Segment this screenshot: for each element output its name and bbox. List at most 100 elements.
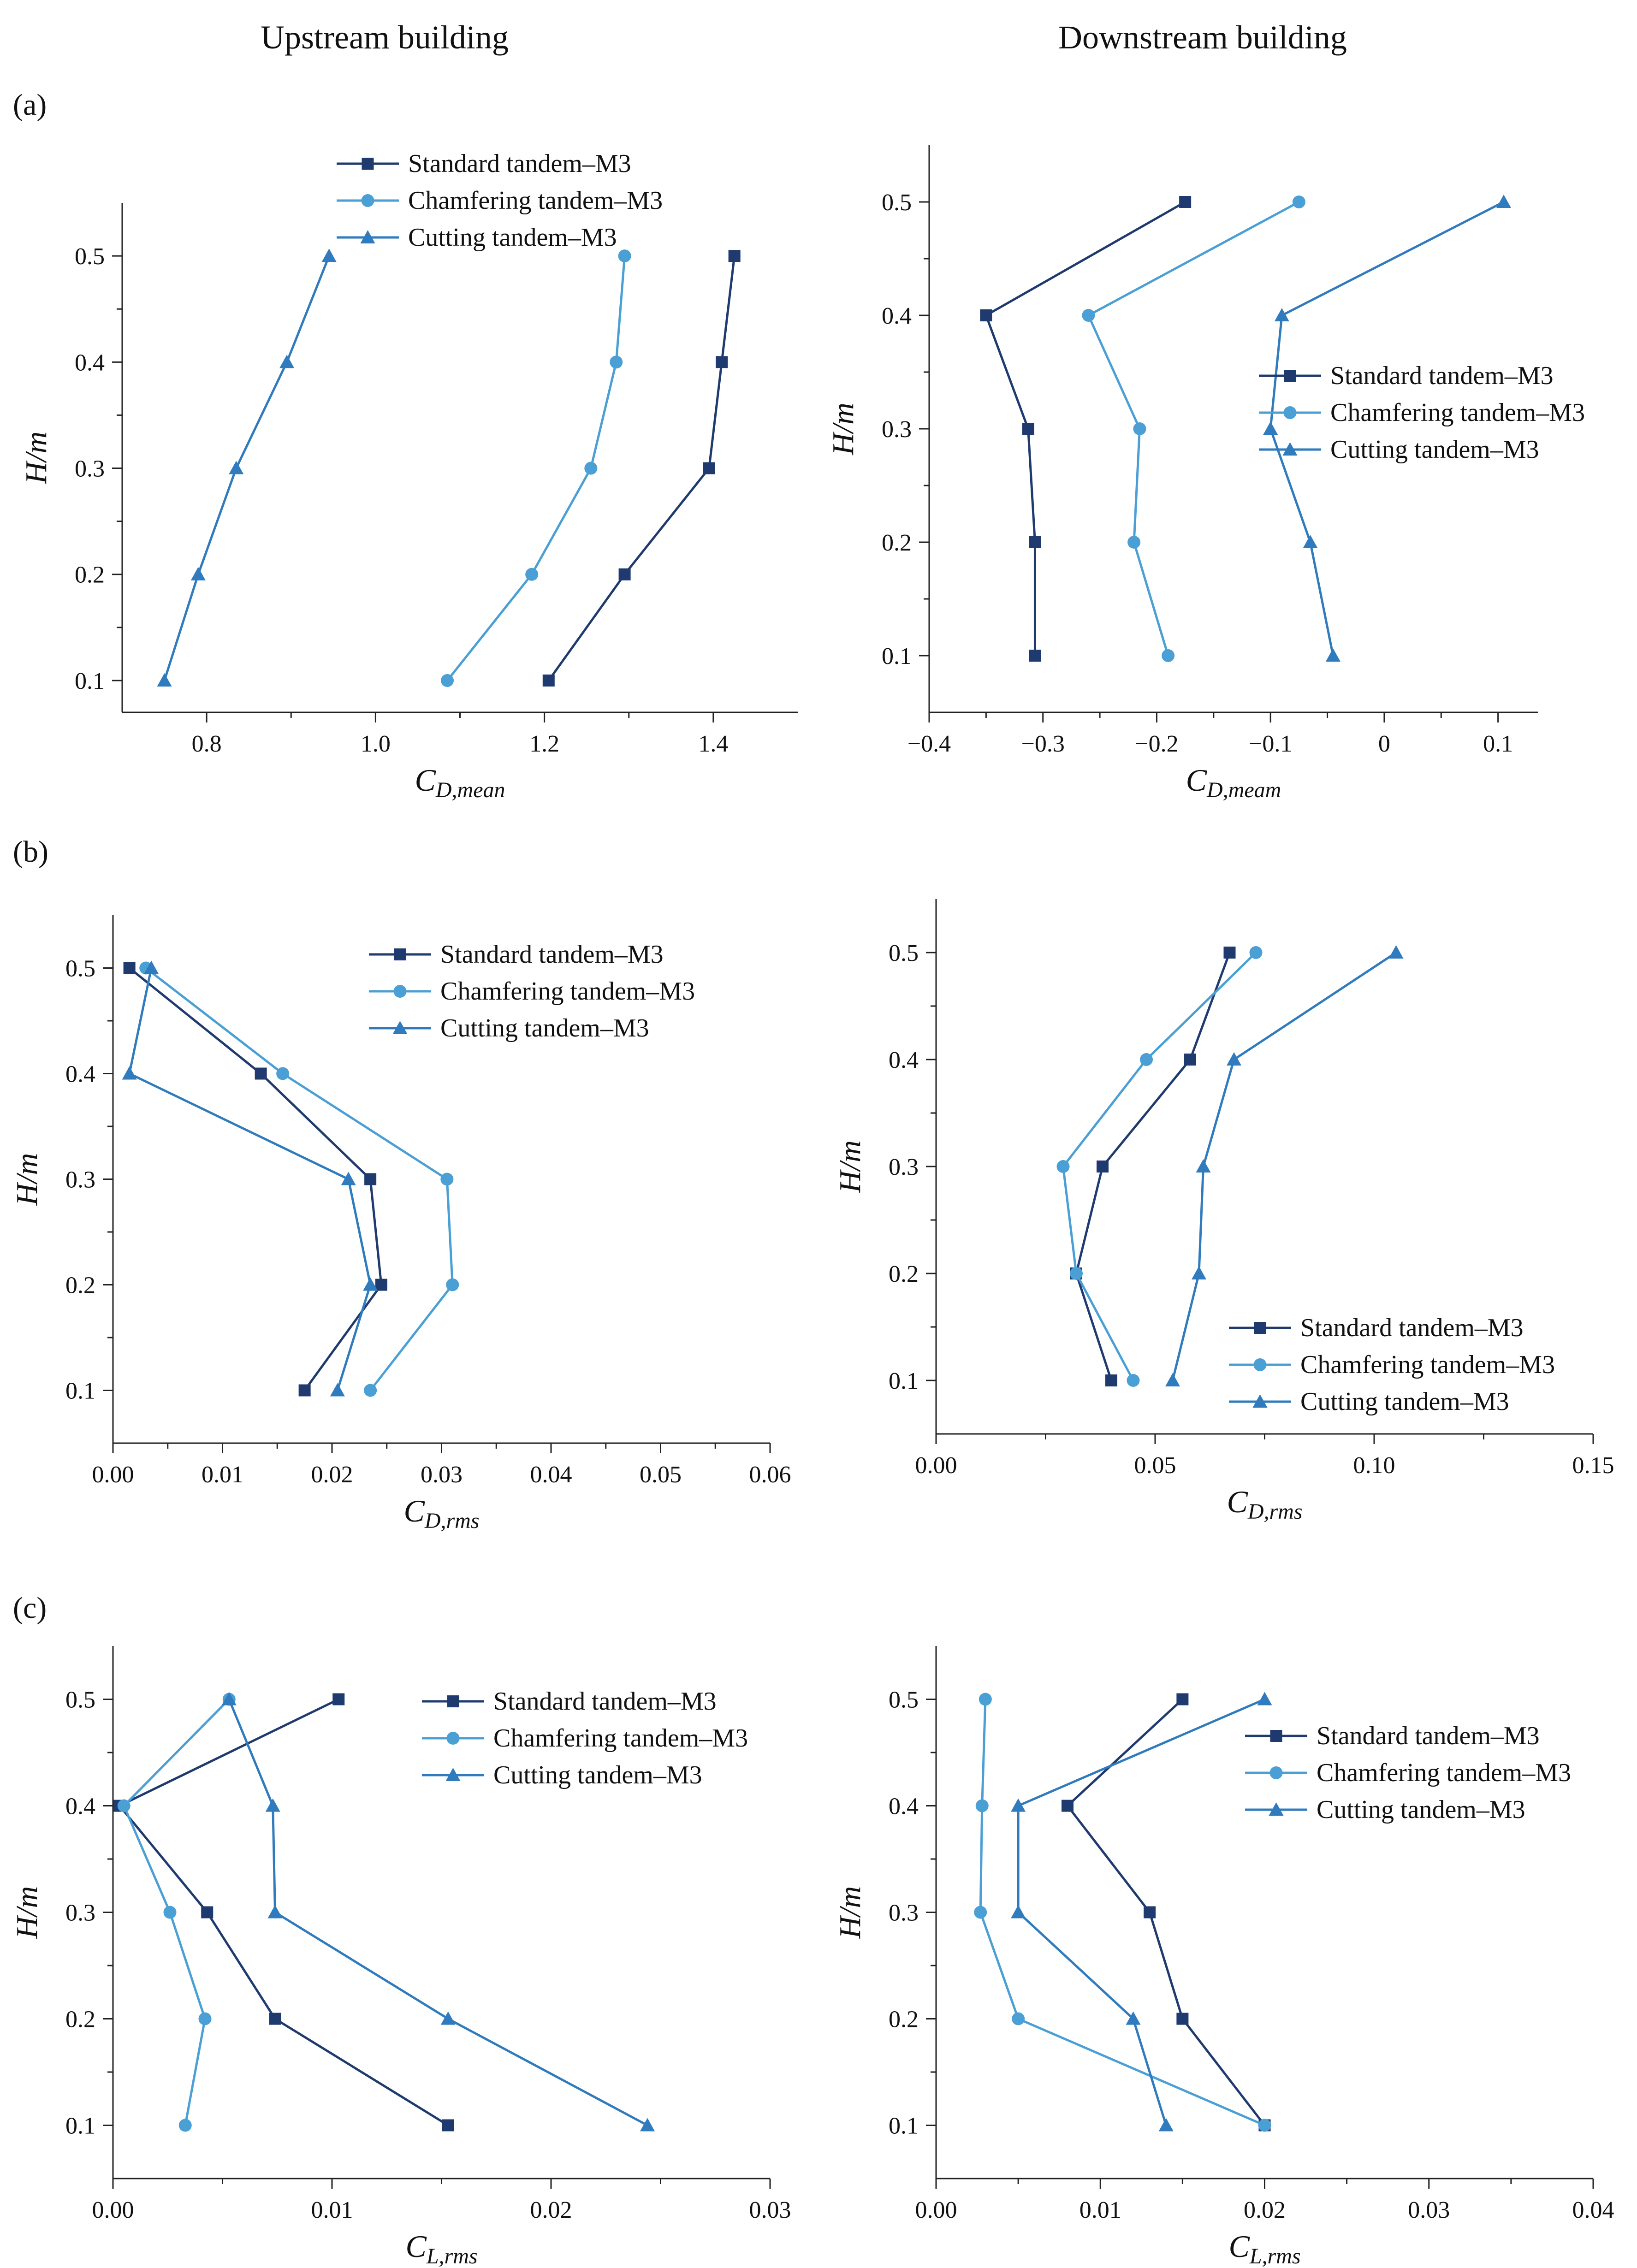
legend: Standard tandem–M3 Chamfering tandem–M3 Cu… [422, 1687, 748, 1789]
x-axis-label: CD,meam [1186, 763, 1281, 802]
data-point-cutting [279, 355, 295, 368]
y-tick-label: 0.5 [65, 956, 95, 982]
data-point-standard [980, 309, 992, 321]
data-point-standard [1105, 1374, 1117, 1386]
data-point-cutting [1011, 1798, 1026, 1812]
y-tick-label: 0.3 [65, 1167, 95, 1193]
legend-marker-chamfering [446, 1732, 460, 1745]
data-point-cutting [341, 1172, 356, 1185]
x-tick-label: 1.0 [361, 731, 391, 757]
data-point-cutting [265, 1798, 280, 1812]
x-tick-label: 0.00 [915, 1452, 957, 1479]
y-tick-label: 0.5 [882, 189, 912, 216]
x-tick-label: 0.00 [92, 2197, 134, 2223]
data-point-chamfering [441, 674, 454, 687]
y-tick-label: 0.1 [65, 1378, 95, 1404]
legend-label: Chamfering tandem–M3 [1317, 1759, 1571, 1787]
series-line-chamfering [145, 967, 454, 1392]
data-point-cutting [1325, 648, 1340, 662]
x-tick-label: −0.1 [1249, 731, 1292, 757]
series-line-chamfering [979, 1699, 1265, 2126]
series-line-chamfering [1062, 952, 1257, 1381]
x-tick-label: 0.00 [915, 2197, 957, 2223]
data-point-chamfering [584, 462, 598, 475]
x-tick-label: 0.03 [421, 1462, 463, 1488]
legend-label: Chamfering tandem–M3 [1330, 398, 1585, 427]
data-point-standard [1176, 1693, 1189, 1705]
y-tick-label: 0.5 [889, 940, 919, 966]
y-axis-label: H/m [833, 1140, 867, 1193]
data-point-chamfering [1162, 649, 1175, 662]
data-point-cutting [157, 673, 172, 687]
data-point-cutting [1496, 195, 1511, 208]
x-axis-label: CL,rms [1228, 2229, 1300, 2268]
data-point-chamfering [525, 568, 539, 581]
data-point-standard [332, 1693, 345, 1705]
legend-label: Chamfering tandem–M3 [493, 1724, 748, 1753]
y-tick-label: 0.1 [889, 2113, 919, 2139]
legend: Standard tandem–M3 Chamfering tandem–M3 Cu… [369, 940, 695, 1042]
data-point-chamfering [198, 2012, 212, 2025]
data-point-chamfering [117, 1799, 130, 1812]
y-tick-label: 0.4 [75, 349, 105, 376]
x-tick-label: 0.00 [92, 1462, 134, 1488]
y-tick-label: 0.1 [889, 1368, 919, 1394]
data-point-chamfering [979, 1693, 992, 1706]
column-title-downstream: Downstream building [1058, 19, 1347, 56]
chart-c-downstream: 0.00 0.01 0.02 0.03 0.04 0.1 0.2 0.3 0.4 0.5 CL,rm… [833, 1646, 1614, 2268]
data-point-standard [298, 1384, 311, 1397]
y-tick-label: 0.2 [75, 562, 105, 588]
legend-label: Standard tandem–M3 [1330, 361, 1554, 390]
x-tick-label: 0.05 [640, 1462, 682, 1488]
x-tick-label: 0.04 [530, 1462, 572, 1488]
data-point-standard [1029, 650, 1041, 662]
data-point-chamfering [1249, 946, 1263, 959]
data-point-standard [1144, 1906, 1156, 1919]
legend-marker-standard [1270, 1730, 1282, 1742]
x-tick-label: 0.02 [1244, 2197, 1286, 2223]
data-point-chamfering [1070, 1267, 1083, 1280]
legend-label: Standard tandem–M3 [408, 149, 631, 178]
data-point-cutting [1011, 1905, 1026, 1919]
data-point-cutting [440, 2011, 456, 2025]
y-tick-label: 0.1 [65, 2113, 95, 2139]
x-axis-label: CD,mean [415, 763, 505, 802]
legend-marker-chamfering [1283, 406, 1297, 419]
data-point-standard [201, 1906, 214, 1919]
series-line-cutting [128, 967, 372, 1391]
legend-marker-cutting [392, 1021, 408, 1034]
y-tick-label: 0.1 [75, 668, 105, 694]
data-point-chamfering [1133, 422, 1146, 435]
y-tick-label: 0.2 [889, 1261, 919, 1287]
data-point-standard [728, 250, 741, 262]
data-point-standard [618, 568, 631, 580]
data-point-standard [269, 2013, 281, 2025]
chart-a-upstream: 0.8 1.0 1.2 1.4 0.1 0.2 0.3 0.4 0.5 CD,mean H/m Sta… [19, 149, 798, 802]
data-point-cutting [640, 2118, 655, 2132]
chart-c-upstream: 0.00 0.01 0.02 0.03 0.1 0.2 0.3 0.4 0.5 CL,rms H/m… [10, 1646, 791, 2268]
data-point-cutting [267, 1905, 283, 1919]
y-tick-label: 0.2 [65, 2007, 95, 2033]
y-tick-label: 0.4 [65, 1794, 95, 1820]
legend: Standard tandem–M3 Chamfering tandem–M3 Cu… [1229, 1314, 1555, 1416]
data-point-standard [255, 1067, 267, 1080]
legend-label: Cutting tandem–M3 [1330, 435, 1539, 464]
data-point-cutting [1165, 1373, 1180, 1386]
data-point-chamfering [446, 1278, 459, 1291]
x-tick-label: 0.15 [1572, 1452, 1614, 1479]
x-tick-label: −0.3 [1021, 731, 1065, 757]
x-tick-label: 0.01 [311, 2197, 353, 2223]
x-tick-label: 0.06 [749, 1462, 791, 1488]
legend-label: Standard tandem–M3 [440, 940, 664, 969]
x-tick-label: 0.03 [749, 2197, 791, 2223]
legend-marker-standard [1284, 370, 1296, 382]
data-point-chamfering [276, 1067, 290, 1080]
legend-marker-chamfering [393, 985, 407, 998]
data-point-cutting [229, 461, 244, 474]
x-tick-label: −0.2 [1135, 731, 1178, 757]
data-point-standard [375, 1279, 387, 1291]
data-point-chamfering [178, 2119, 192, 2132]
data-point-chamfering [1258, 2119, 1271, 2132]
x-tick-label: 0.04 [1572, 2197, 1614, 2223]
legend-marker-cutting [1282, 442, 1298, 456]
